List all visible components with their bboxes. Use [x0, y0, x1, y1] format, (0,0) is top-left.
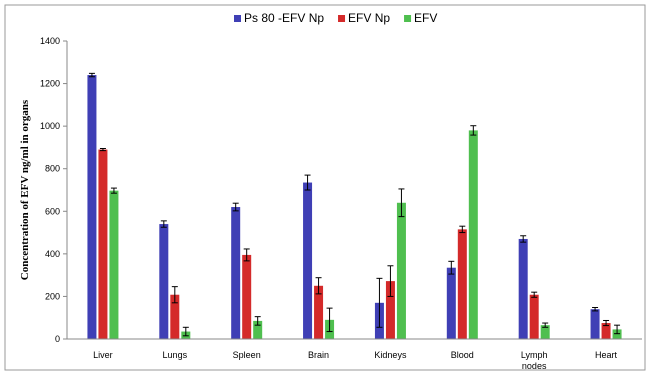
- bar-ps-80-efv-np-7: [590, 309, 600, 339]
- error-bars: [88, 72, 621, 337]
- x-tick-label: Kidneys: [374, 350, 407, 360]
- bar-efv-2: [253, 320, 263, 339]
- legend-label: EFV: [414, 11, 437, 25]
- y-axis-ticks: 0 200 400 600 800 1000 1200 1400: [40, 36, 67, 344]
- legend-label: Ps 80 -EFV Np: [244, 11, 324, 25]
- legend-swatch: [338, 15, 346, 22]
- x-tick-label: Blood: [451, 350, 474, 360]
- bar-efv-5: [468, 130, 478, 339]
- bar-ps-80-efv-np-5: [446, 267, 456, 339]
- bar-efv-np-2: [242, 254, 252, 339]
- bar-ps-80-efv-np-0: [87, 75, 97, 340]
- x-tick-label: nodes: [522, 361, 547, 371]
- y-tick-label: 0: [55, 334, 60, 344]
- legend-label: EFV Np: [348, 11, 390, 25]
- bar-efv-np-5: [457, 229, 467, 339]
- bar-efv-np-6: [529, 294, 539, 339]
- bar-ps-80-efv-np-1: [159, 224, 169, 339]
- x-axis-labels: Liver Lungs Spleen Brain Kidneys Blood Lymphno…: [93, 350, 617, 371]
- y-tick-label: 600: [45, 206, 60, 216]
- bar-efv-np-1: [170, 294, 180, 339]
- bar-efv-6: [540, 325, 550, 339]
- y-tick-label: 1200: [40, 79, 60, 89]
- x-tick-label: Lungs: [163, 350, 188, 360]
- bar-efv-7: [612, 329, 622, 339]
- legend: Ps 80 -EFV Np EFV Np EFV: [234, 11, 437, 25]
- bar-efv-0: [109, 190, 119, 339]
- bar-ps-80-efv-np-3: [303, 182, 313, 339]
- y-tick-label: 200: [45, 291, 60, 301]
- y-tick-label: 400: [45, 249, 60, 259]
- x-tick-label: Brain: [308, 350, 329, 360]
- bar-efv-4: [396, 202, 406, 339]
- bar-efv-np-0: [98, 149, 108, 339]
- y-tick-label: 1400: [40, 36, 60, 46]
- bar-efv-np-3: [314, 285, 324, 339]
- y-tick-label: 800: [45, 164, 60, 174]
- x-tick-label: Heart: [595, 350, 618, 360]
- bar-ps-80-efv-np-2: [231, 207, 241, 339]
- x-tick-label: Liver: [93, 350, 113, 360]
- legend-swatch: [234, 15, 241, 22]
- y-axis-label: Concentration of EFV ng/ml in organs: [19, 99, 31, 280]
- y-tick-label: 1000: [40, 121, 60, 131]
- bar-efv-np-7: [601, 323, 611, 339]
- legend-swatch: [404, 15, 412, 22]
- bar-ps-80-efv-np-6: [518, 238, 528, 339]
- x-tick-label: Lymph: [521, 350, 548, 360]
- bar-efv-np-4: [385, 281, 395, 339]
- x-tick-label: Spleen: [233, 350, 261, 360]
